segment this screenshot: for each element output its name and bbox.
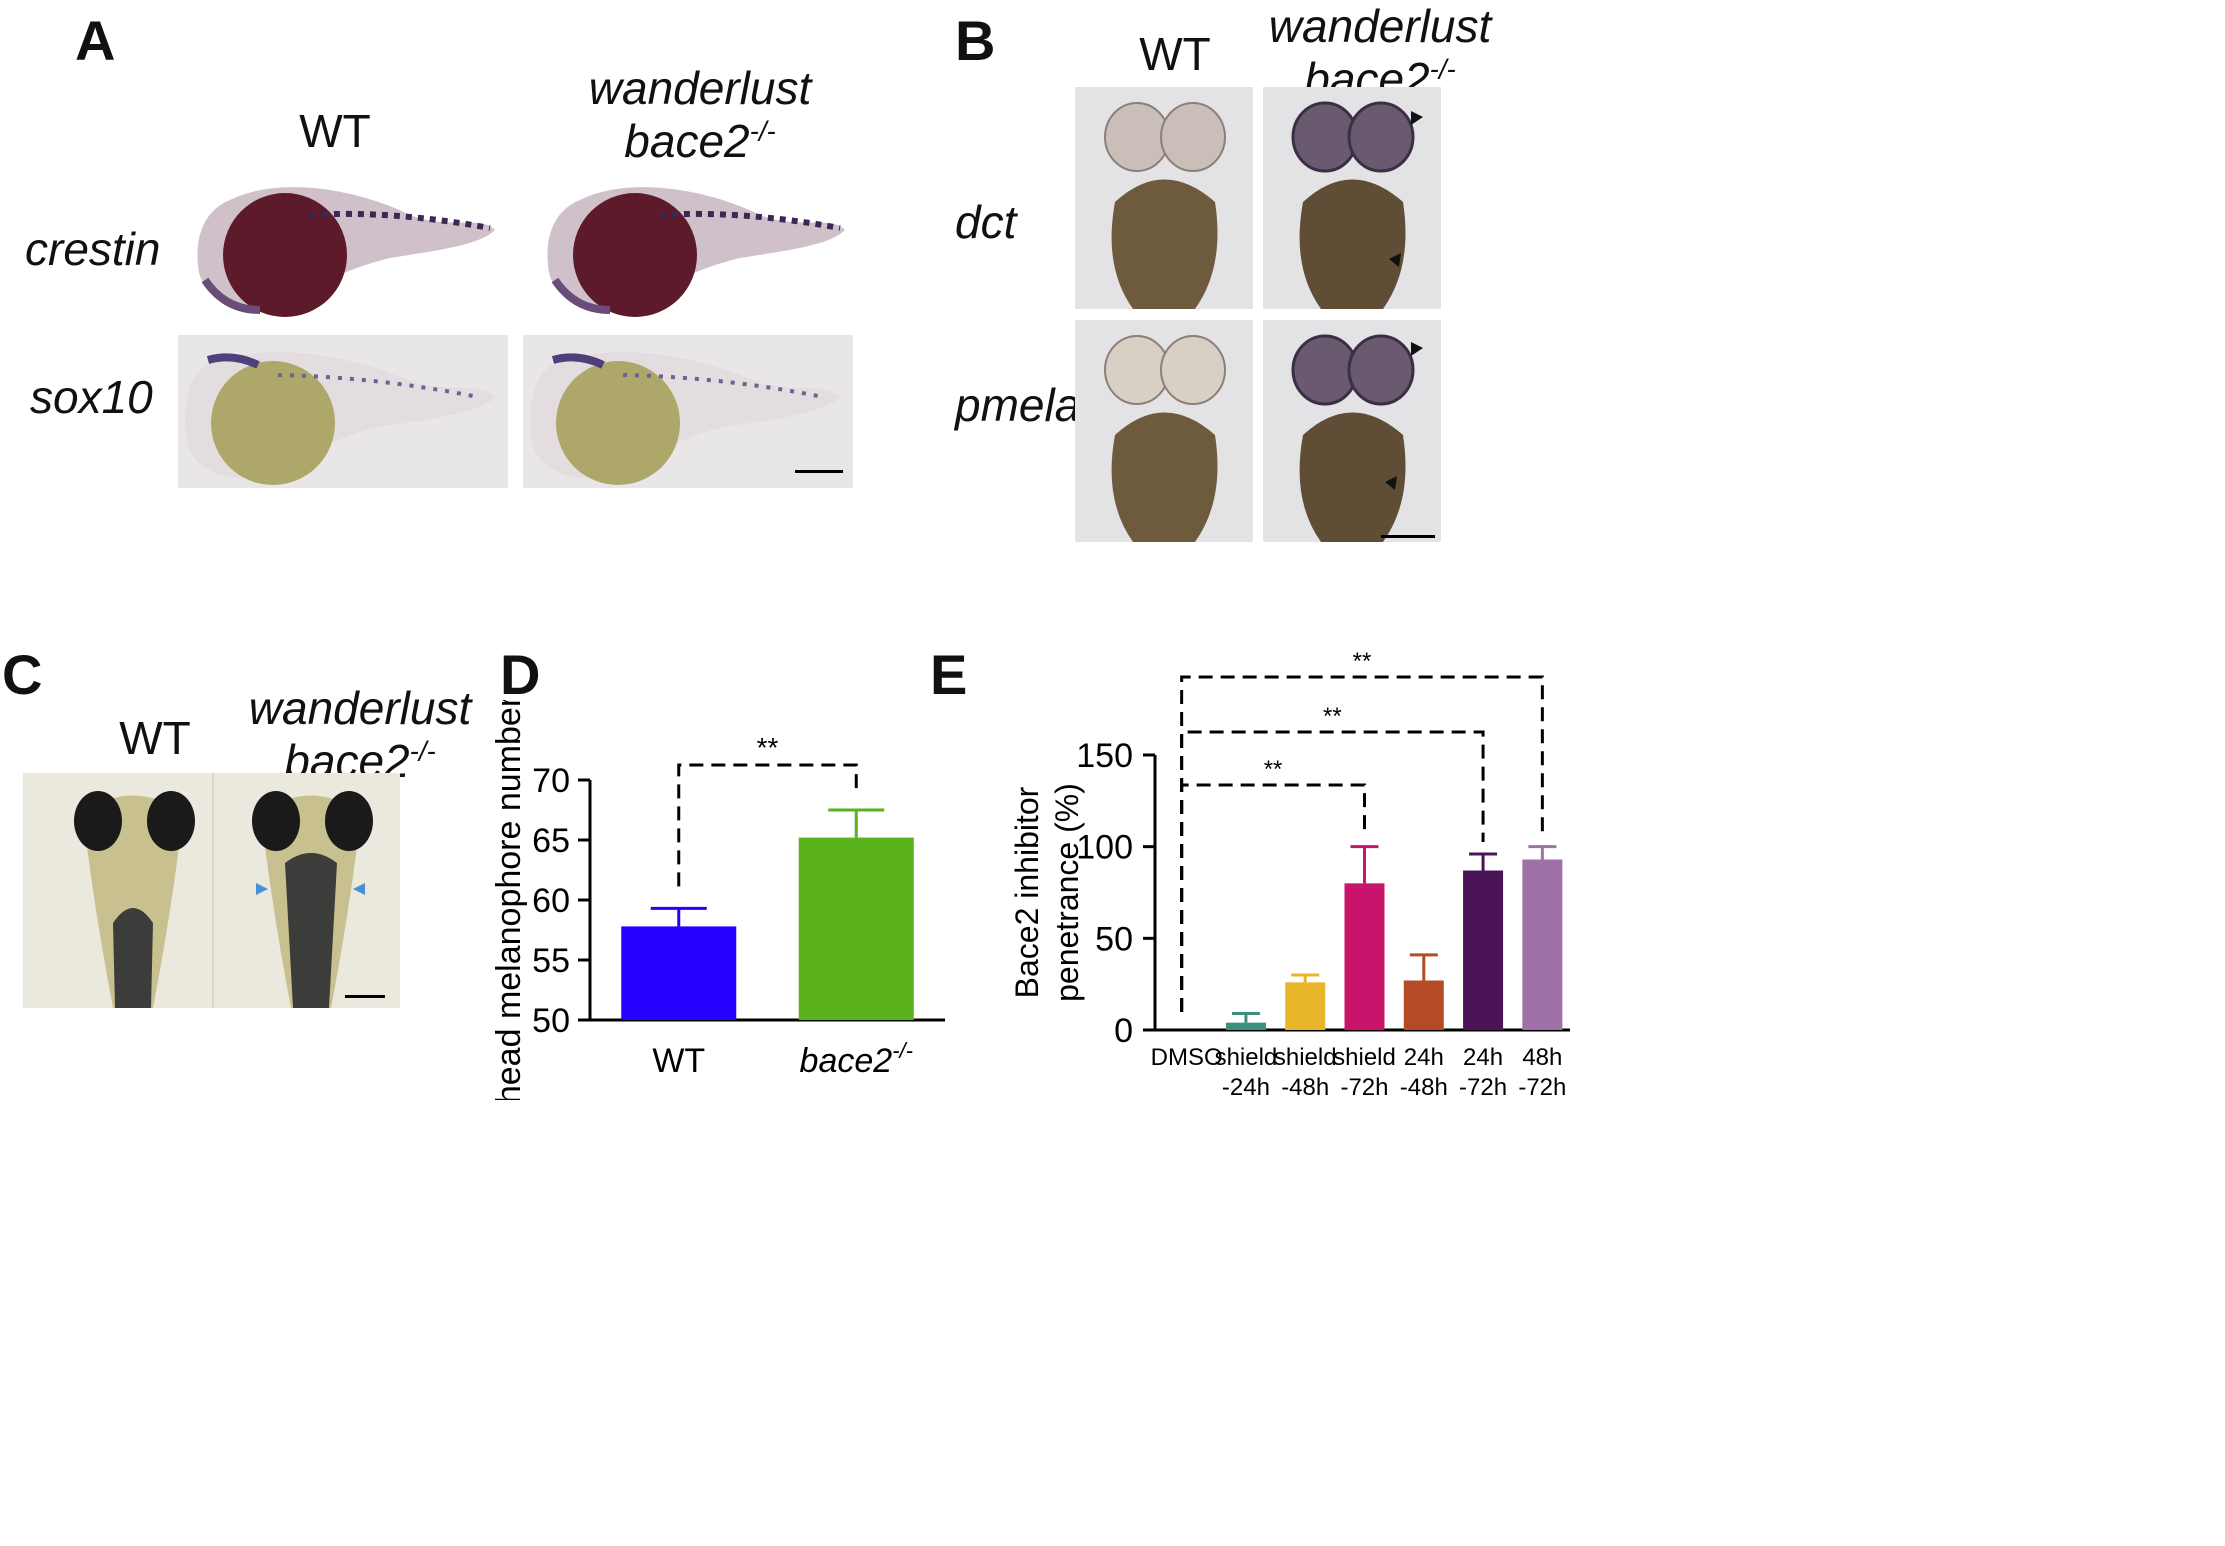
embryo-image-sox10-mutant <box>530 352 843 485</box>
bar <box>798 837 914 1020</box>
x-tick-label: 24h <box>1404 1044 1444 1071</box>
panel-b-wt-header: WT <box>1139 28 1211 80</box>
mutant-name: wanderlust <box>248 682 472 734</box>
panel-d-label: D <box>500 643 541 706</box>
significance-label: ** <box>1323 703 1342 730</box>
panel-c-mutant-header: wanderlust bace2-/- <box>220 682 500 788</box>
larva-head-pmela-wt <box>1104 335 1226 542</box>
panel-a-mutant-header: wanderlust bace2-/- <box>560 62 840 168</box>
scale-bar <box>795 470 843 473</box>
significance-label: ** <box>1353 648 1372 675</box>
dct-wt-image <box>1075 87 1253 309</box>
panel-a-row-crestin-label: crestin <box>25 223 161 275</box>
panel-c-wt-header: WT <box>119 712 191 764</box>
larva-head-dct-mutant <box>1291 101 1423 309</box>
sox10-wt-image <box>178 335 508 488</box>
significance-bracket <box>1180 783 1366 1012</box>
panel-a-row-sox10-label: sox10 <box>30 371 153 423</box>
x-tick-label: shield <box>1333 1044 1396 1071</box>
embryo-image-crestin-mutant <box>547 187 845 317</box>
arrowhead-icon <box>1389 253 1401 267</box>
panel-b-row-pmela-label: pmela <box>955 379 1081 431</box>
panel-b-label: B <box>955 9 996 72</box>
chart-d: 50 55 60 65 70 head melanophore number WT bace… <box>490 700 945 1100</box>
arrowhead-icon <box>353 883 365 895</box>
y-axis-label-line1: Bace2 inhibitor <box>1009 786 1045 998</box>
y-axis-label: head melanophore number <box>490 700 528 1100</box>
panel-c-label: C <box>2 643 43 706</box>
x-tick-label: shield <box>1274 1044 1337 1071</box>
significance-bracket <box>677 763 858 887</box>
y-tick-label: 0 <box>1114 1012 1133 1050</box>
x-tick-label: bace2-/- <box>800 1038 913 1080</box>
panel-a-label: A <box>75 9 116 72</box>
embryo-image-crestin-wt <box>197 187 495 317</box>
scale-bar <box>1381 535 1435 538</box>
y-tick-label: 50 <box>1095 920 1133 958</box>
bar <box>1463 870 1504 1030</box>
y-tick-label: 150 <box>1076 737 1133 775</box>
arrowhead-icon <box>1411 342 1423 356</box>
x-tick-label: DMSO <box>1151 1044 1223 1071</box>
x-tick-label: -48h <box>1400 1074 1448 1100</box>
x-tick-label: 24h <box>1463 1044 1503 1071</box>
panel-b-row-dct-label: dct <box>955 196 1017 248</box>
pmela-wt-image <box>1075 320 1253 542</box>
significance-label: ** <box>757 732 779 763</box>
bar <box>1403 980 1444 1030</box>
pmela-mutant-image <box>1263 320 1441 542</box>
larva-head-dct-wt <box>1104 102 1226 309</box>
bar <box>1225 1022 1266 1030</box>
larva-head-pmela-mutant <box>1291 334 1435 542</box>
x-tick-label: -48h <box>1281 1074 1329 1100</box>
x-tick-label: -24h <box>1222 1074 1270 1100</box>
bar <box>1522 859 1563 1030</box>
mutant-genotype: bace2-/- <box>624 114 776 167</box>
significance-bracket <box>1180 730 1485 1012</box>
y-tick-label: 55 <box>532 942 570 980</box>
larva-dorsal-photo <box>23 773 400 1008</box>
x-tick-label: shield <box>1215 1044 1278 1071</box>
arrowhead-icon <box>1411 111 1423 125</box>
panel-e-label: E <box>930 643 968 706</box>
arrowhead-icon <box>1385 476 1397 490</box>
x-tick-label: WT <box>652 1042 705 1080</box>
embryo-image-sox10-wt <box>185 352 496 485</box>
panel-c-image <box>23 773 400 1008</box>
panel-b-mutant-header: wanderlust bace2-/- <box>1240 0 1520 106</box>
significance-label: ** <box>1264 756 1283 783</box>
dct-mutant-image <box>1263 87 1441 309</box>
y-tick-label: 100 <box>1076 829 1133 867</box>
x-tick-label: -72h <box>1340 1074 1388 1100</box>
x-tick-label: 48h <box>1522 1044 1562 1071</box>
x-tick-label: -72h <box>1518 1074 1566 1100</box>
chart-e: 0 50 100 150 Bace2 inhibitor penetrance (%) D… <box>1009 648 1570 1100</box>
x-tick-label: -72h <box>1459 1074 1507 1100</box>
significance-bracket <box>1180 675 1544 1012</box>
bar <box>1285 982 1326 1030</box>
y-tick-label: 60 <box>532 882 570 920</box>
scale-bar <box>345 995 385 998</box>
y-tick-label: 70 <box>532 762 570 800</box>
y-tick-label: 65 <box>532 822 570 860</box>
bar <box>1344 883 1385 1030</box>
y-axis-label-line2: penetrance (%) <box>1049 783 1085 1002</box>
y-tick-label: 50 <box>532 1002 570 1040</box>
mutant-name: wanderlust <box>1268 0 1492 52</box>
bar <box>621 926 737 1020</box>
panel-a-wt-header: WT <box>299 105 371 157</box>
mutant-name: wanderlust <box>588 62 812 114</box>
sox10-mutant-image <box>523 335 853 488</box>
arrowhead-icon <box>256 883 268 895</box>
